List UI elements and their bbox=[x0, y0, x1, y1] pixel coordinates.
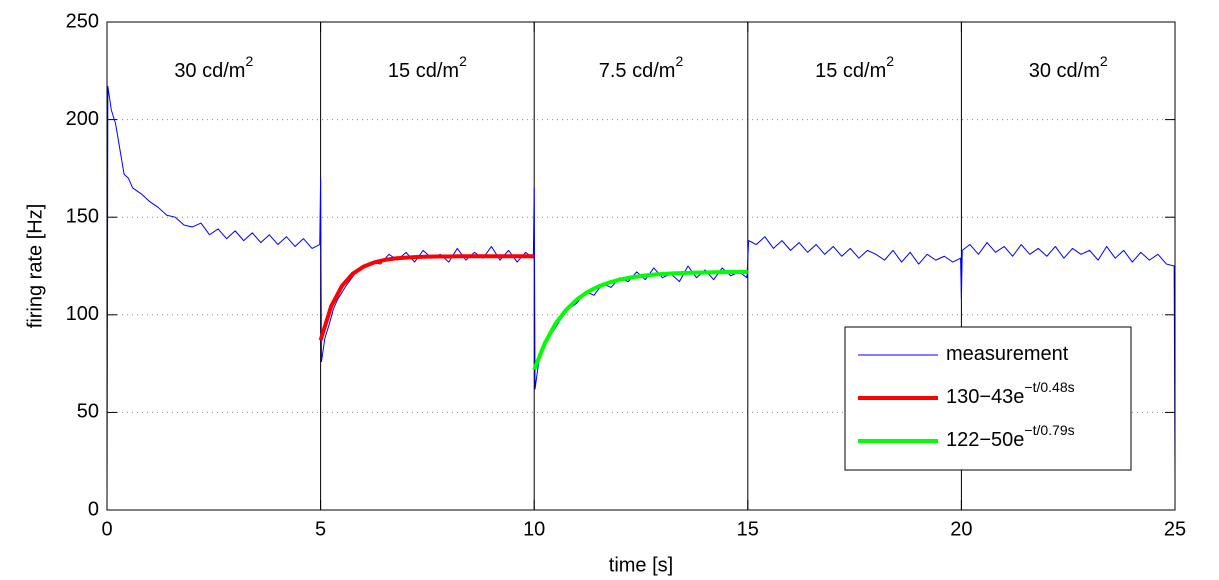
y-tick-label: 100 bbox=[66, 303, 99, 325]
series-line bbox=[318, 254, 535, 341]
y-tick-label: 250 bbox=[66, 10, 99, 32]
legend-label-sup: −t/0.48s bbox=[1024, 379, 1074, 395]
legend-label-text: 130−43e bbox=[946, 386, 1024, 408]
legend-label: measurement bbox=[946, 343, 1069, 365]
series-line bbox=[532, 270, 748, 371]
segment-label-text: 15 cd/m bbox=[815, 60, 886, 82]
segment-label-sup: 2 bbox=[245, 53, 253, 69]
plot-frame bbox=[106, 21, 1176, 511]
segment-label: 7.5 cd/m2 bbox=[599, 53, 684, 83]
segment-label-sup: 2 bbox=[675, 53, 683, 69]
legend-label-sup: −t/0.79s bbox=[1024, 422, 1074, 438]
x-tick-label: 0 bbox=[101, 518, 112, 540]
segment-label-sup: 2 bbox=[459, 53, 467, 69]
legend-label-text: 122−50e bbox=[946, 429, 1024, 451]
y-axis-label: firing rate [Hz] bbox=[24, 204, 46, 328]
series-line bbox=[106, 85, 1176, 511]
legend-label: 122−50e−t/0.79s bbox=[946, 422, 1075, 452]
y-tick-label: 0 bbox=[88, 498, 99, 520]
legend-label: 130−43e−t/0.48s bbox=[946, 379, 1075, 409]
segment-label-sup: 2 bbox=[886, 53, 894, 69]
segment-label: 15 cd/m2 bbox=[815, 53, 894, 83]
y-tick-label: 200 bbox=[66, 108, 99, 130]
segment-label-text: 30 cd/m bbox=[174, 60, 245, 82]
x-tick-label: 10 bbox=[523, 518, 545, 540]
x-tick-label: 20 bbox=[950, 518, 972, 540]
segment-label-text: 15 cd/m bbox=[388, 60, 459, 82]
segment-label-text: 30 cd/m bbox=[1029, 60, 1100, 82]
x-tick-label: 5 bbox=[315, 518, 326, 540]
x-tick-label: 15 bbox=[737, 518, 759, 540]
segment-label: 15 cd/m2 bbox=[388, 53, 467, 83]
y-tick-label: 150 bbox=[66, 205, 99, 227]
segment-label-sup: 2 bbox=[1100, 53, 1108, 69]
segment-label-text: 7.5 cd/m bbox=[599, 60, 676, 82]
segment-label: 30 cd/m2 bbox=[174, 53, 253, 83]
y-tick-label: 50 bbox=[77, 401, 99, 423]
legend-label-text: measurement bbox=[946, 343, 1069, 365]
segment-label: 30 cd/m2 bbox=[1029, 53, 1108, 83]
x-axis-label: time [s] bbox=[609, 554, 673, 576]
x-tick-label: 25 bbox=[1164, 518, 1186, 540]
